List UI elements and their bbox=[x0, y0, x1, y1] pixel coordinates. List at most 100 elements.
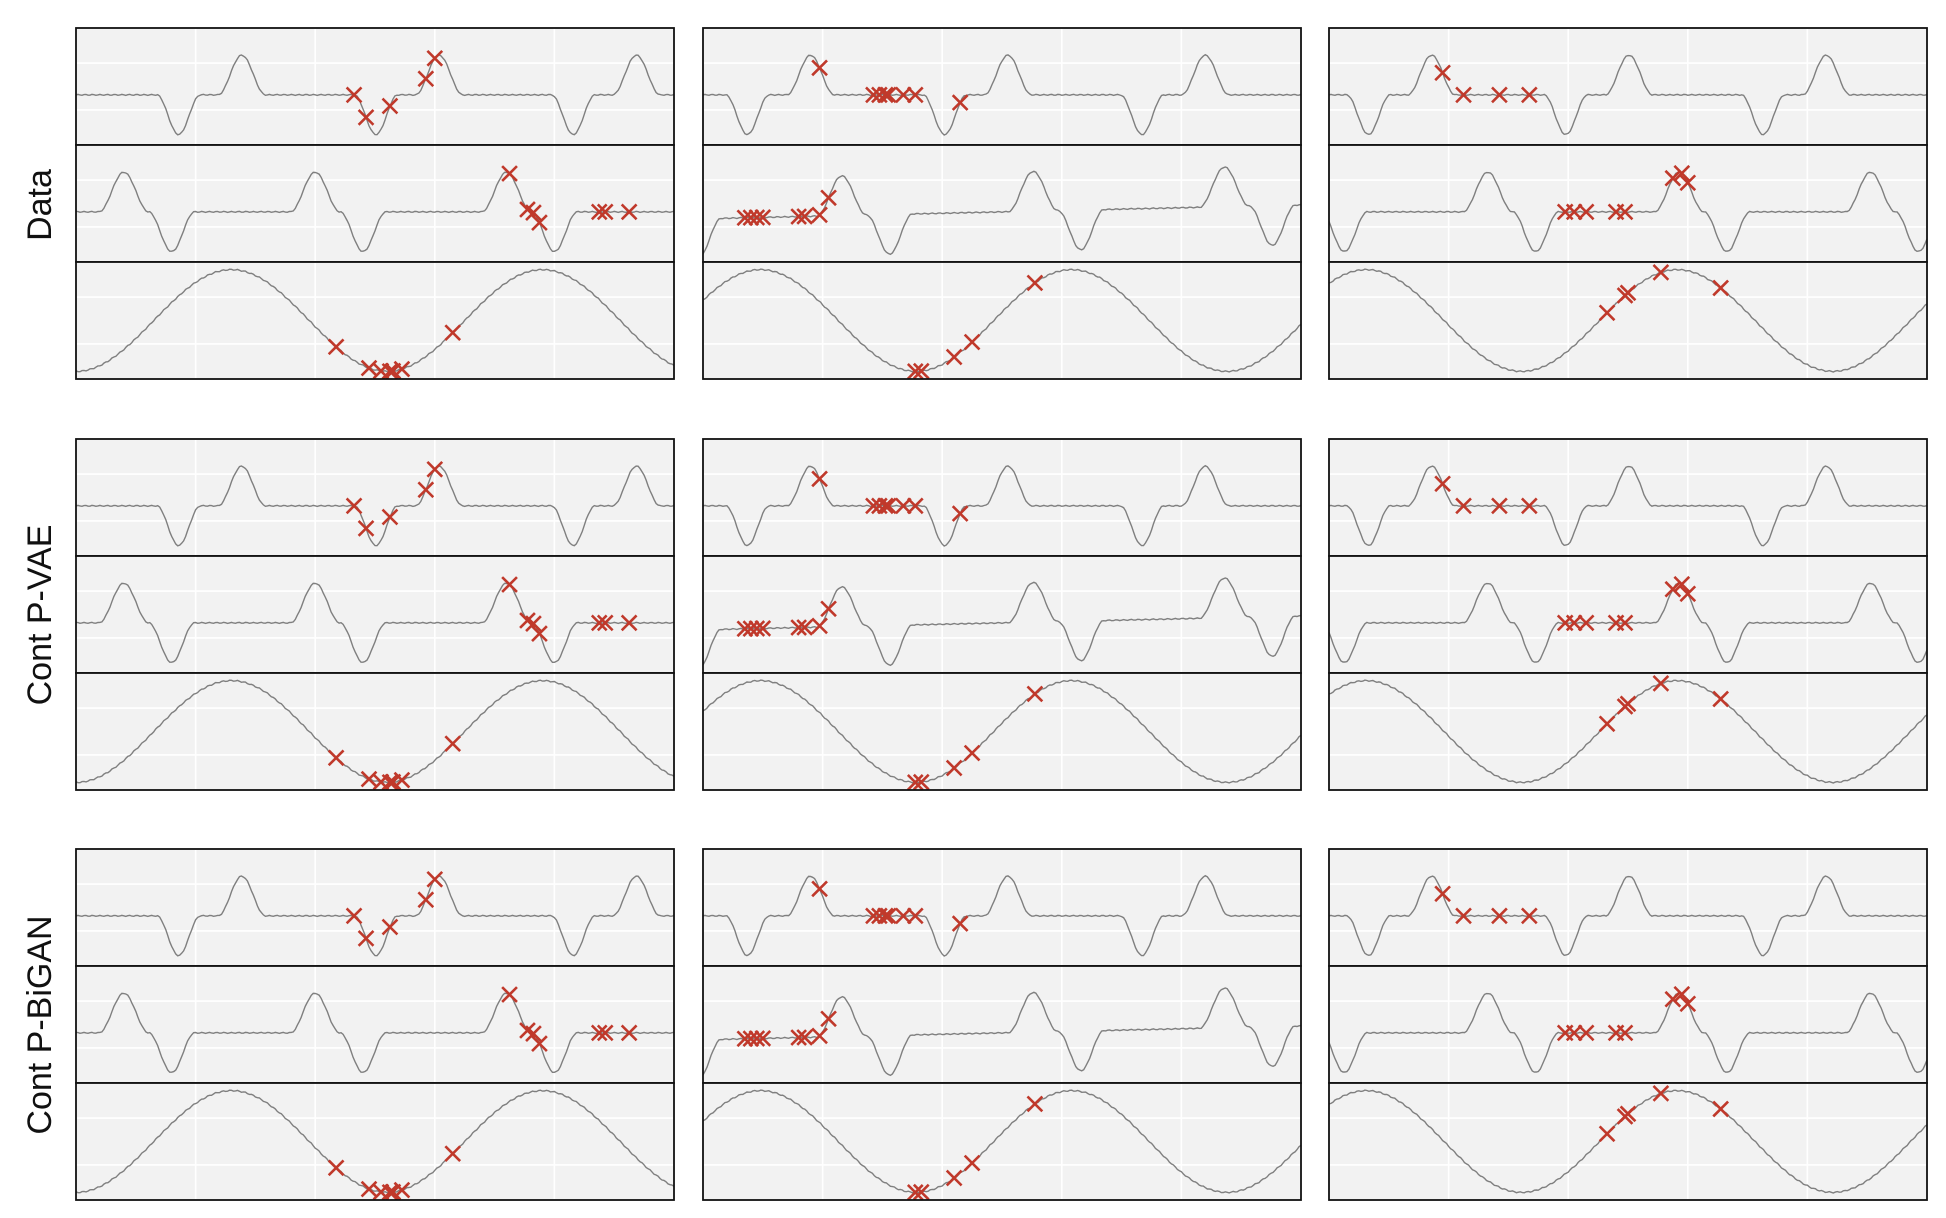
series-line bbox=[75, 171, 675, 252]
series-line bbox=[75, 1089, 675, 1194]
track-cont-p-bigan-col-2-3 bbox=[702, 1082, 1302, 1201]
observation-marker bbox=[877, 497, 894, 515]
row-label-cont-p-bigan: Cont P-BiGAN bbox=[21, 915, 59, 1134]
panel-cont-p-bigan-col-1 bbox=[75, 848, 675, 1201]
observation-marker bbox=[1616, 614, 1634, 632]
observation-marker bbox=[742, 1030, 760, 1047]
observation-marker bbox=[1664, 580, 1682, 598]
track-cont-p-vae-col-1-1 bbox=[75, 438, 675, 557]
observation-marker bbox=[820, 1010, 837, 1028]
plot-background bbox=[1329, 673, 1927, 790]
observation-marker bbox=[501, 986, 518, 1003]
row-labels: Data Cont P-VAE Cont P-BiGAN bbox=[21, 169, 59, 1135]
observation-marker bbox=[945, 1169, 963, 1187]
observation-marker bbox=[880, 497, 897, 515]
observation-marker bbox=[1712, 1100, 1730, 1118]
track-data-col-1-1 bbox=[75, 27, 675, 146]
observation-marker bbox=[426, 49, 444, 67]
series-line bbox=[702, 679, 1302, 784]
observation-marker bbox=[1026, 1095, 1044, 1113]
series-line bbox=[702, 268, 1302, 373]
observation-marker bbox=[820, 189, 837, 207]
series-line bbox=[1328, 171, 1928, 253]
plot-background bbox=[76, 262, 674, 379]
plot-background bbox=[703, 145, 1301, 262]
observation-marker bbox=[1652, 675, 1670, 692]
observation-marker bbox=[327, 1159, 345, 1177]
track-cont-p-bigan-col-1-1 bbox=[75, 848, 675, 967]
plot-background bbox=[703, 262, 1301, 379]
observation-marker bbox=[501, 165, 518, 182]
observation-marker bbox=[906, 907, 924, 925]
observation-marker bbox=[880, 86, 897, 104]
plot-background bbox=[703, 1083, 1301, 1200]
observation-marker bbox=[877, 907, 894, 925]
observation-marker bbox=[906, 1184, 924, 1201]
observation-marker bbox=[1712, 690, 1730, 708]
observation-marker bbox=[1673, 164, 1691, 182]
observation-marker bbox=[820, 600, 837, 618]
plot-background bbox=[76, 439, 674, 556]
plot-background bbox=[76, 1083, 674, 1200]
observation-marker bbox=[1565, 614, 1583, 632]
track-cont-p-vae-col-1-2 bbox=[75, 555, 675, 674]
observation-marker bbox=[1673, 575, 1691, 593]
observation-marker bbox=[1652, 1085, 1670, 1102]
observation-marker bbox=[426, 460, 444, 478]
track-data-col-3-1 bbox=[1328, 27, 1928, 146]
observation-marker bbox=[360, 359, 378, 377]
observation-marker bbox=[620, 614, 638, 632]
observation-marker bbox=[501, 576, 518, 593]
observation-marker bbox=[596, 203, 614, 221]
observation-marker bbox=[1712, 279, 1730, 297]
plot-frame bbox=[1328, 261, 1928, 380]
observation-marker bbox=[1565, 1024, 1583, 1042]
observation-marker bbox=[811, 206, 828, 224]
series-line bbox=[75, 268, 675, 373]
observation-marker bbox=[945, 759, 963, 777]
plot-background bbox=[1329, 145, 1927, 262]
observation-marker bbox=[1616, 203, 1634, 221]
observation-marker bbox=[417, 481, 435, 499]
observation-marker bbox=[531, 1035, 548, 1052]
plot-grid bbox=[75, 27, 1928, 1201]
observation-marker bbox=[590, 203, 608, 221]
observation-marker bbox=[742, 209, 760, 226]
track-cont-p-vae-col-2-3 bbox=[702, 672, 1302, 791]
plot-background bbox=[76, 145, 674, 262]
observation-marker bbox=[590, 1024, 608, 1042]
track-cont-p-bigan-col-3-3 bbox=[1328, 1082, 1928, 1201]
observation-marker bbox=[1455, 86, 1472, 104]
observation-marker bbox=[912, 773, 930, 791]
track-cont-p-bigan-col-2-2 bbox=[702, 965, 1302, 1084]
series-line bbox=[702, 874, 1302, 957]
plot-background bbox=[76, 556, 674, 673]
observation-marker bbox=[620, 203, 638, 221]
panel-data-col-3 bbox=[1328, 27, 1928, 380]
plot-background bbox=[1329, 439, 1927, 556]
observation-marker bbox=[1565, 203, 1583, 221]
track-cont-p-vae-col-2-2 bbox=[702, 555, 1302, 674]
observation-marker bbox=[360, 770, 378, 788]
panel-cont-p-vae-col-3 bbox=[1328, 438, 1928, 791]
observation-marker bbox=[531, 625, 548, 642]
plot-frame bbox=[75, 1082, 675, 1201]
observation-marker bbox=[963, 1154, 981, 1172]
observation-marker bbox=[894, 497, 912, 515]
observation-marker bbox=[894, 907, 912, 925]
observation-marker bbox=[912, 362, 930, 380]
observation-marker bbox=[1598, 1125, 1616, 1143]
plot-background bbox=[76, 673, 674, 790]
observation-marker bbox=[906, 363, 924, 380]
track-cont-p-vae-col-2-1 bbox=[702, 438, 1302, 557]
observation-marker bbox=[1598, 304, 1616, 322]
observation-marker bbox=[1491, 497, 1508, 515]
observation-marker bbox=[1491, 907, 1508, 925]
observation-marker bbox=[1619, 284, 1637, 302]
series-line bbox=[75, 679, 675, 784]
observation-marker bbox=[865, 86, 882, 104]
observation-marker bbox=[1679, 585, 1697, 603]
observation-marker bbox=[1455, 497, 1472, 515]
panel-data-col-2 bbox=[702, 27, 1302, 380]
observation-marker bbox=[1026, 274, 1044, 292]
